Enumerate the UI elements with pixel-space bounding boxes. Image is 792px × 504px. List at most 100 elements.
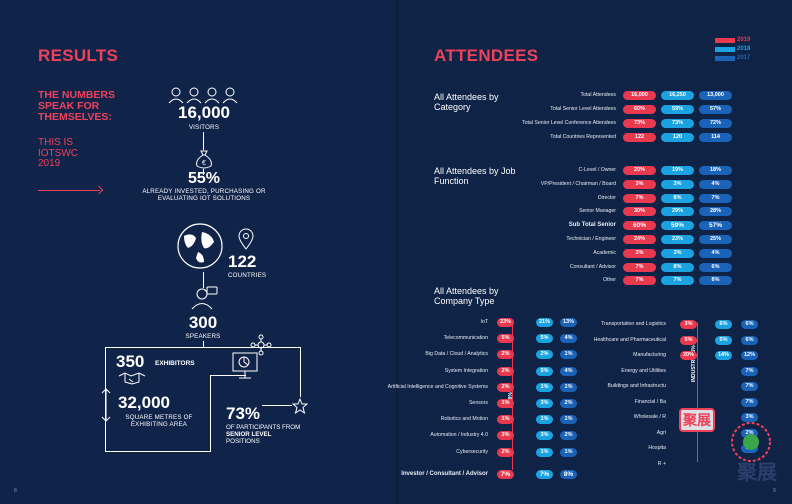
value-pill-2018: 3%: [661, 248, 694, 258]
value-pill-2018: 6%: [715, 320, 732, 329]
row-label: Total Senior Level Conference Attendees: [521, 120, 616, 126]
value-pill-2017: 1%: [560, 415, 577, 425]
row-label: Sub Total Senior: [568, 222, 616, 229]
legend-swatch-2018: [715, 47, 735, 52]
value-pill-2019: 7%: [623, 262, 656, 272]
results-heading: RESULTS: [38, 46, 119, 65]
connector-line: [300, 347, 301, 397]
value-pill-2017: 4%: [699, 248, 732, 258]
value-pill-2019: 60%: [623, 105, 656, 114]
row-label: Manufacturing: [633, 352, 666, 358]
value-pill-2017: 8%: [699, 276, 732, 286]
value-pill-2019: 5%: [680, 335, 697, 345]
value-pill-2019: 2%: [497, 366, 514, 376]
value-pill-2017: 57%: [699, 221, 732, 231]
attendees-heading: ATTENDEES: [434, 46, 539, 65]
row-label: Wholesale / R: [633, 414, 666, 420]
countries-label: COUNTRIES: [228, 272, 267, 279]
location-pin-icon: [238, 228, 254, 250]
row-label: Healthcare and Pharmaceutical: [593, 336, 666, 343]
value-pill-2017: 4%: [560, 366, 577, 376]
value-pill-2019: 30%: [623, 207, 656, 217]
value-pill-2019: 2%: [497, 447, 514, 457]
value-pill-2017: 4%: [699, 179, 732, 189]
value-pill-2017: 2%: [560, 431, 577, 441]
row-label: Total Countries Represented: [550, 134, 616, 140]
value-pill-2018: 59%: [661, 105, 694, 114]
senior-number: 73%: [226, 404, 261, 423]
row-label: Director: [597, 194, 616, 201]
network-icon: [250, 334, 272, 356]
people-icon: [168, 87, 238, 104]
value-pill-2018: 5%: [536, 334, 553, 344]
value-pill-2018: 3%: [536, 431, 553, 441]
value-pill-2019: 3%: [497, 431, 514, 441]
exhibitors-number: 350: [116, 352, 145, 371]
visitors-number: 16,000: [178, 103, 230, 122]
connector-line: [262, 405, 292, 406]
row-label: C-Level / Owner: [578, 167, 616, 173]
value-pill-2019: 7%: [497, 470, 514, 479]
connector-line: [203, 341, 204, 348]
star-icon: [292, 398, 308, 414]
value-pill-2017: 1%: [560, 382, 577, 392]
senior-label: OF PARTICIPANTS FROM SENIOR LEVEL POSITI…: [226, 424, 306, 445]
watermark-circle-icon: [731, 422, 771, 462]
value-pill-2018: 3%: [536, 399, 553, 408]
page-number-right: 9: [773, 488, 776, 494]
value-pill-2019: 2%: [497, 382, 514, 392]
value-pill-2017: 4%: [560, 334, 577, 344]
value-pill-2018: 21%: [536, 318, 553, 327]
accent-line: [38, 190, 100, 191]
countries-number: 122: [228, 252, 257, 271]
value-pill-2017: 12%: [741, 351, 758, 360]
value-pill-2019: 122: [623, 133, 656, 142]
value-pill-2017: 7%: [741, 397, 758, 407]
senior-label-suffix: POSITIONS: [226, 438, 260, 445]
value-pill-2017: 18%: [699, 166, 732, 175]
row-label: Sensors: [468, 400, 488, 406]
row-label: Investor / Consultant / Advisor: [401, 471, 488, 477]
row-label: Buildings and Infrastructu: [607, 383, 666, 389]
value-pill-2019: 60%: [623, 221, 656, 231]
legend-swatch-2019: [715, 38, 735, 43]
value-pill-2017: 114: [699, 133, 732, 142]
value-pill-2018: 5%: [715, 335, 732, 345]
row-label: Transportation and Logistics: [601, 321, 666, 327]
row-label: Consultant / Advisor: [569, 263, 616, 270]
legend-2018: 2018: [737, 46, 751, 52]
row-label: System Integration: [444, 367, 488, 374]
value-pill-2018: 8%: [661, 193, 694, 203]
connector-line: [105, 451, 210, 452]
legend-2017: 2017: [737, 55, 751, 61]
value-pill-2018: 7%: [661, 276, 694, 286]
connector-line: [203, 169, 204, 175]
value-pill-2017: 2%: [741, 428, 758, 438]
value-pill-2018: 29%: [661, 207, 694, 217]
row-label: Energy and Utilities: [621, 367, 666, 374]
value-pill-2017: 1%: [560, 447, 577, 457]
row-label: Big Data / Cloud / Analytics: [425, 351, 488, 358]
globe-icon: [177, 223, 223, 269]
handshake-icon: [118, 372, 146, 385]
value-pill-2017: 57%: [699, 105, 732, 114]
value-pill-2018: 16,250: [661, 91, 694, 100]
value-pill-2018: 3%: [661, 179, 694, 189]
row-label: Technician / Engineer: [566, 236, 616, 242]
value-pill-2018: 8%: [661, 262, 694, 272]
industry-bracket-line: [697, 322, 698, 462]
value-pill-2018: 1%: [536, 382, 553, 392]
exhibitors-label: EXHIBITORS: [155, 360, 195, 367]
row-label: Artificial Intelligence and Cognitive Sy…: [387, 383, 488, 390]
value-pill-2018: 14%: [715, 351, 732, 360]
value-pill-2018: 19%: [661, 166, 694, 175]
section-category-title: All Attendees by Category: [434, 92, 499, 112]
value-pill-2019: 7%: [623, 193, 656, 203]
value-pill-2017: 2%: [560, 399, 577, 408]
section-job-title: All Attendees by Job Function: [434, 166, 516, 186]
row-label: Senior Manager: [579, 208, 616, 215]
connector-line: [105, 347, 301, 348]
left-page: RESULTS THE NUMBERS SPEAK FOR THEMSELVES…: [14, 46, 308, 494]
legend-2019: 2019: [737, 37, 751, 43]
value-pill-2017: 8%: [560, 470, 577, 479]
